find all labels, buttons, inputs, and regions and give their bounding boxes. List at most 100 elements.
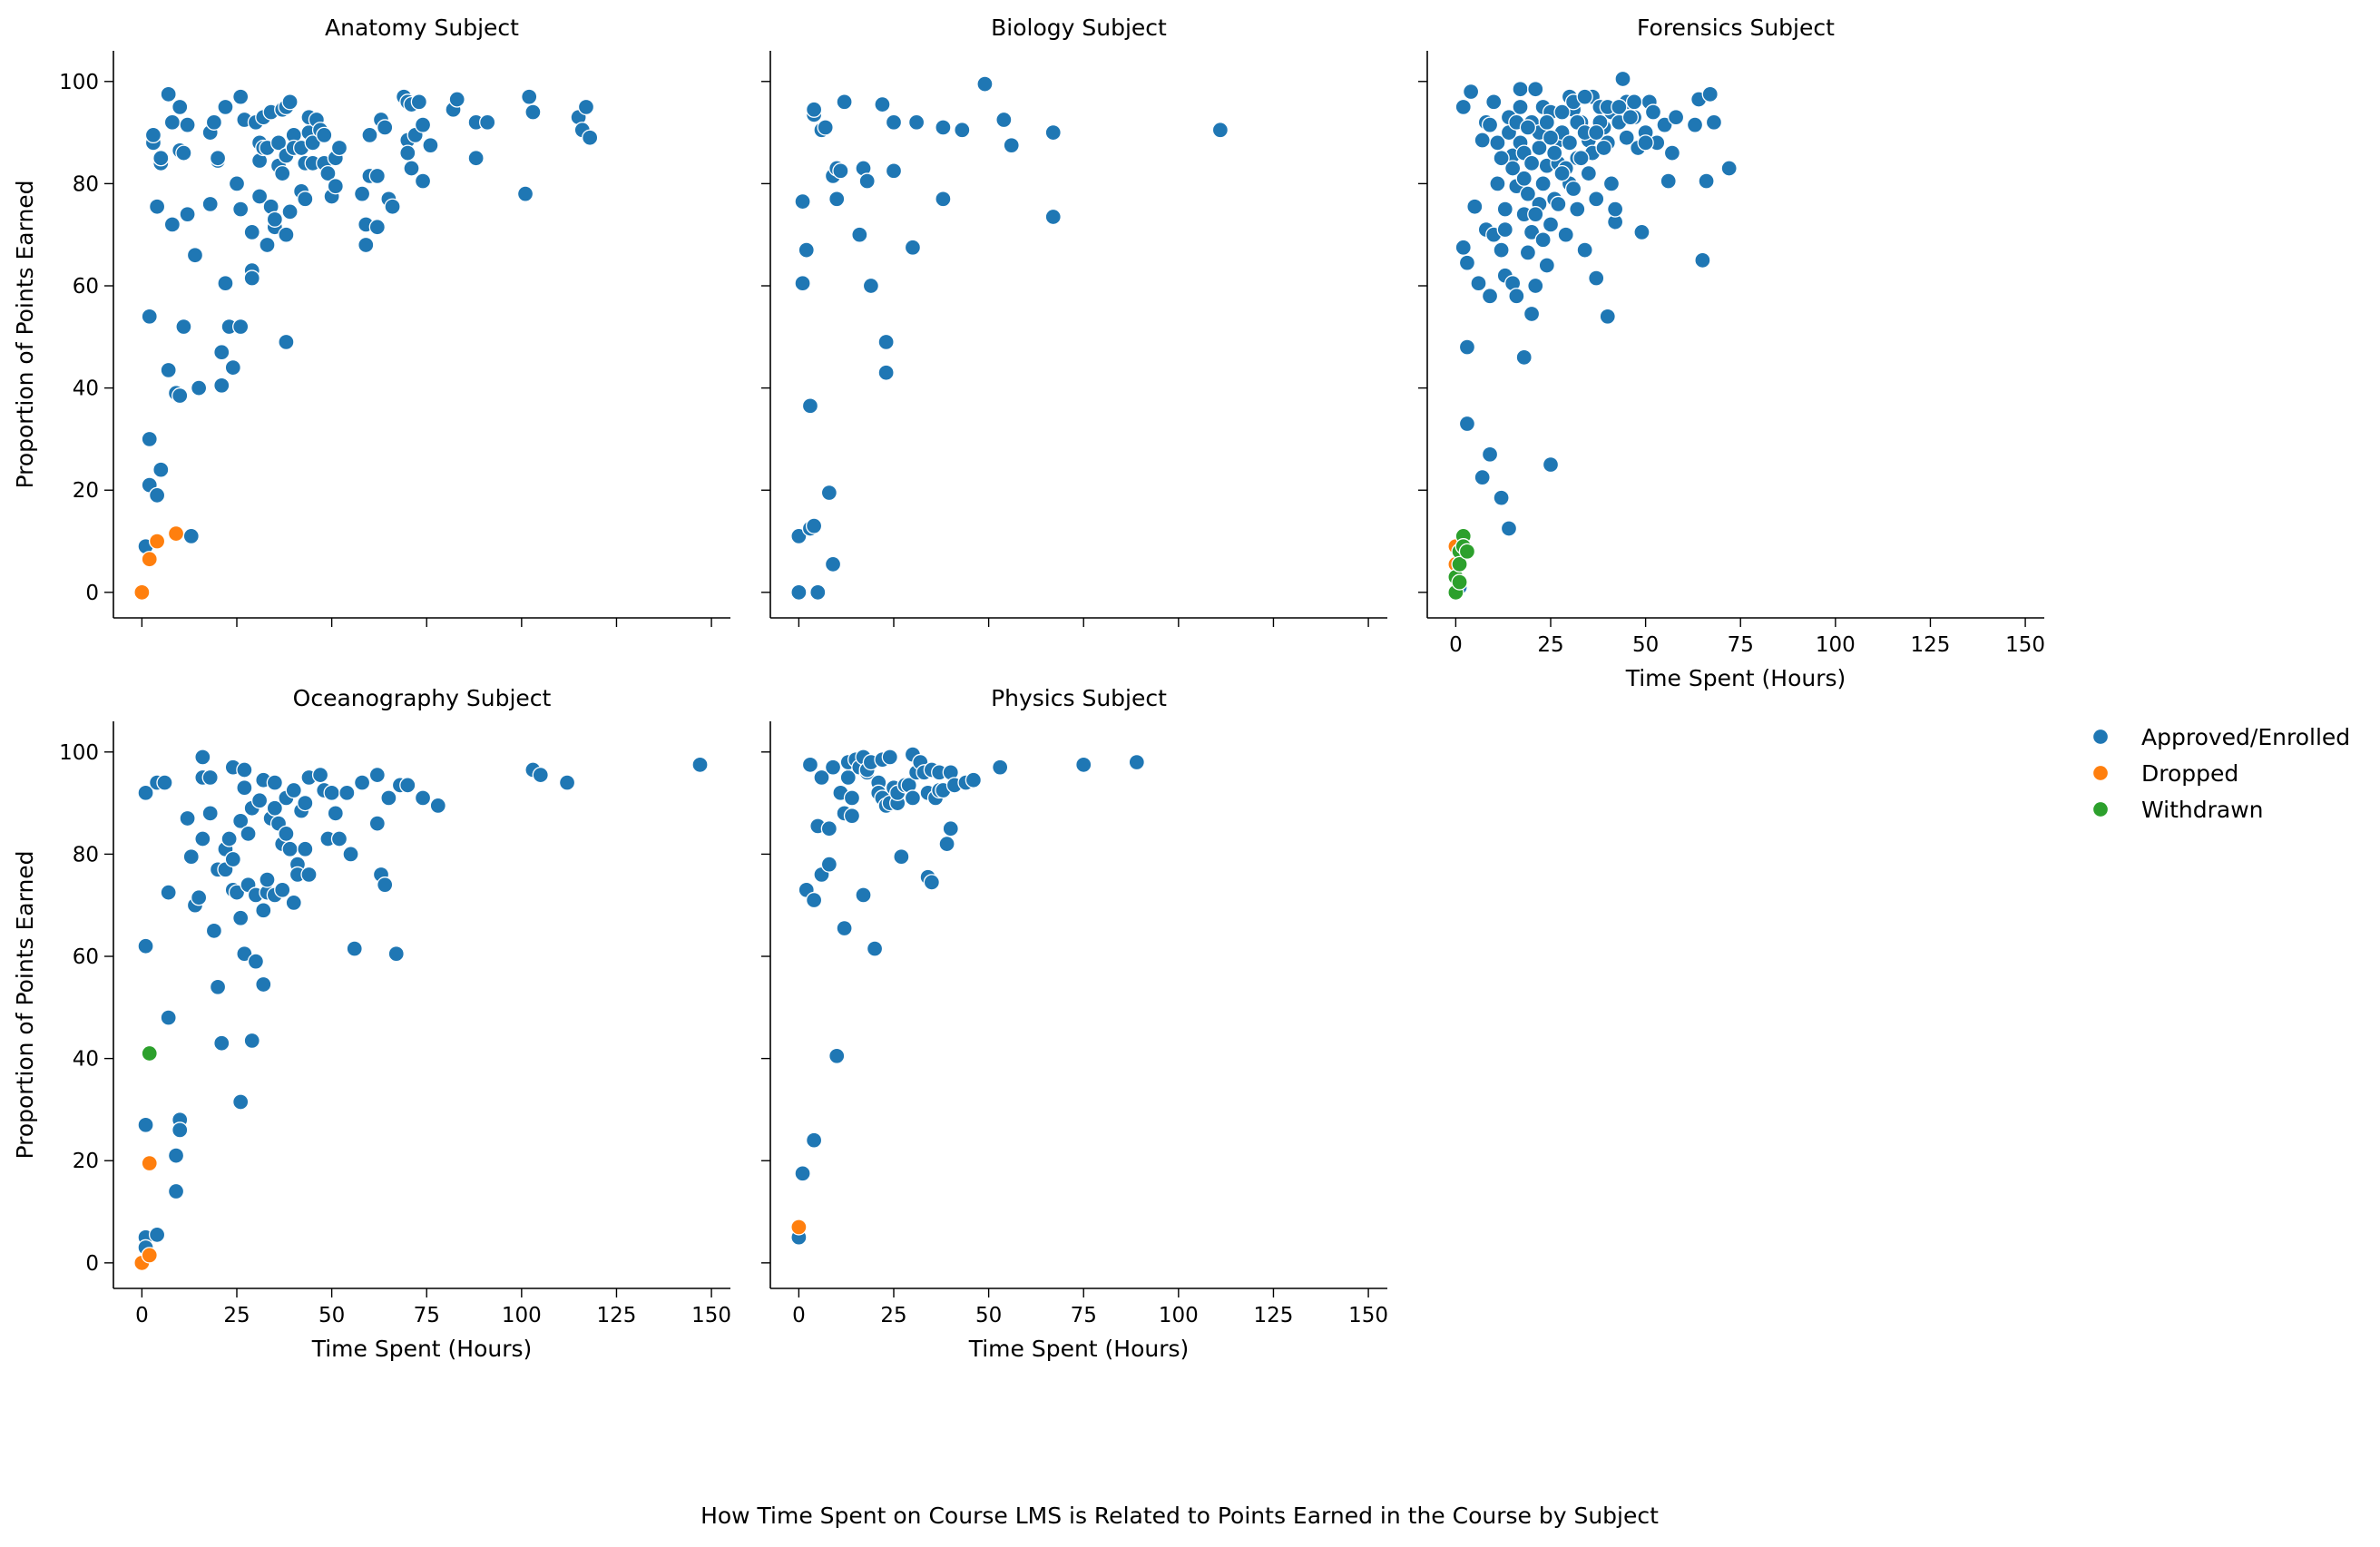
series-approved-enrolled <box>790 75 1229 601</box>
data-point <box>429 797 446 815</box>
data-point <box>266 211 283 228</box>
data-point <box>410 93 428 111</box>
data-point <box>832 162 849 180</box>
legend-marker <box>2091 728 2110 746</box>
data-point <box>577 98 595 116</box>
data-point <box>220 830 238 847</box>
data-point <box>1588 191 1605 208</box>
data-point <box>836 919 853 937</box>
data-point <box>194 830 211 847</box>
panel-title: Biology Subject <box>991 15 1167 41</box>
data-point <box>893 848 910 866</box>
data-point <box>1481 445 1499 463</box>
data-point <box>1515 170 1533 187</box>
data-point <box>532 766 549 784</box>
data-point <box>1489 134 1506 152</box>
data-point <box>191 379 208 397</box>
data-point <box>399 144 416 162</box>
panel-oceanography: Oceanography Subject 0 25 50 75 100 125 150 0 20 4… <box>12 685 731 1362</box>
data-point <box>274 164 291 182</box>
y-tick-label: 60 <box>73 275 99 299</box>
data-point <box>1564 180 1582 198</box>
data-point <box>422 137 439 154</box>
data-point <box>232 318 250 336</box>
data-point <box>232 88 250 105</box>
data-point <box>243 269 260 287</box>
data-point <box>904 789 922 807</box>
data-point <box>904 239 922 256</box>
data-point <box>232 201 250 218</box>
x-tick-label: 125 <box>597 1304 637 1327</box>
data-point <box>160 1009 177 1026</box>
data-point <box>414 172 432 190</box>
x-tick-label: 75 <box>1728 633 1754 657</box>
x-tick-label: 150 <box>1348 1304 1388 1327</box>
data-point <box>368 815 386 832</box>
x-tick-label: 100 <box>1816 633 1856 657</box>
data-point <box>1489 175 1506 192</box>
data-point <box>171 387 189 405</box>
data-point <box>141 551 158 568</box>
data-point <box>820 820 838 837</box>
data-point <box>387 945 405 963</box>
data-point <box>843 789 861 807</box>
panel-physics: Physics Subject 0 25 50 75 100 125 150 Time Spen… <box>761 685 1388 1362</box>
data-point <box>877 364 895 381</box>
data-point <box>1003 137 1020 154</box>
data-point <box>266 799 283 817</box>
series-approved-enrolled <box>790 746 1145 1246</box>
data-point <box>965 771 983 788</box>
series-approved-enrolled <box>1451 70 1738 596</box>
data-point <box>1599 308 1616 325</box>
series-approved-enrolled <box>137 85 599 555</box>
data-point <box>935 119 952 136</box>
data-point <box>479 113 496 131</box>
data-point <box>156 774 173 791</box>
y-tick-label: 100 <box>59 741 99 765</box>
data-point <box>942 820 959 837</box>
data-point <box>240 825 257 843</box>
data-point <box>1698 172 1715 190</box>
data-point <box>1481 116 1499 133</box>
data-point <box>805 101 823 118</box>
data-point <box>805 891 823 909</box>
data-point <box>201 805 219 822</box>
data-point <box>353 185 371 202</box>
data-point <box>1637 134 1654 152</box>
x-tick-label: 150 <box>691 1304 731 1327</box>
data-point <box>1512 98 1529 116</box>
data-point <box>1519 119 1537 136</box>
data-point <box>1493 241 1510 259</box>
data-point <box>182 848 200 866</box>
data-point <box>399 777 416 794</box>
data-point <box>209 978 227 995</box>
data-point <box>1538 113 1555 131</box>
data-point <box>1588 123 1605 142</box>
data-point <box>148 198 166 215</box>
data-point <box>824 555 842 573</box>
data-point <box>300 866 318 884</box>
x-axis-label: Time Spent (Hours) <box>311 1336 533 1362</box>
data-point <box>817 119 834 136</box>
data-point <box>582 129 599 146</box>
data-point <box>281 840 299 857</box>
legend-label: Approved/Enrolled <box>2141 724 2350 750</box>
data-point <box>836 93 853 111</box>
data-point <box>217 275 234 292</box>
x-tick-label: 50 <box>1632 633 1659 657</box>
data-point <box>1542 216 1560 233</box>
data-point <box>213 377 230 394</box>
data-point <box>250 188 269 205</box>
data-point <box>160 884 177 901</box>
data-point <box>521 88 538 105</box>
data-point <box>1542 129 1560 146</box>
panel-biology: Biology Subject <box>761 15 1387 627</box>
data-point <box>862 277 880 295</box>
data-point <box>1527 277 1544 295</box>
data-point <box>1618 129 1635 146</box>
data-point <box>1534 175 1552 192</box>
panel-title: Oceanography Subject <box>293 685 552 711</box>
data-point <box>346 940 363 957</box>
data-point <box>361 126 378 144</box>
